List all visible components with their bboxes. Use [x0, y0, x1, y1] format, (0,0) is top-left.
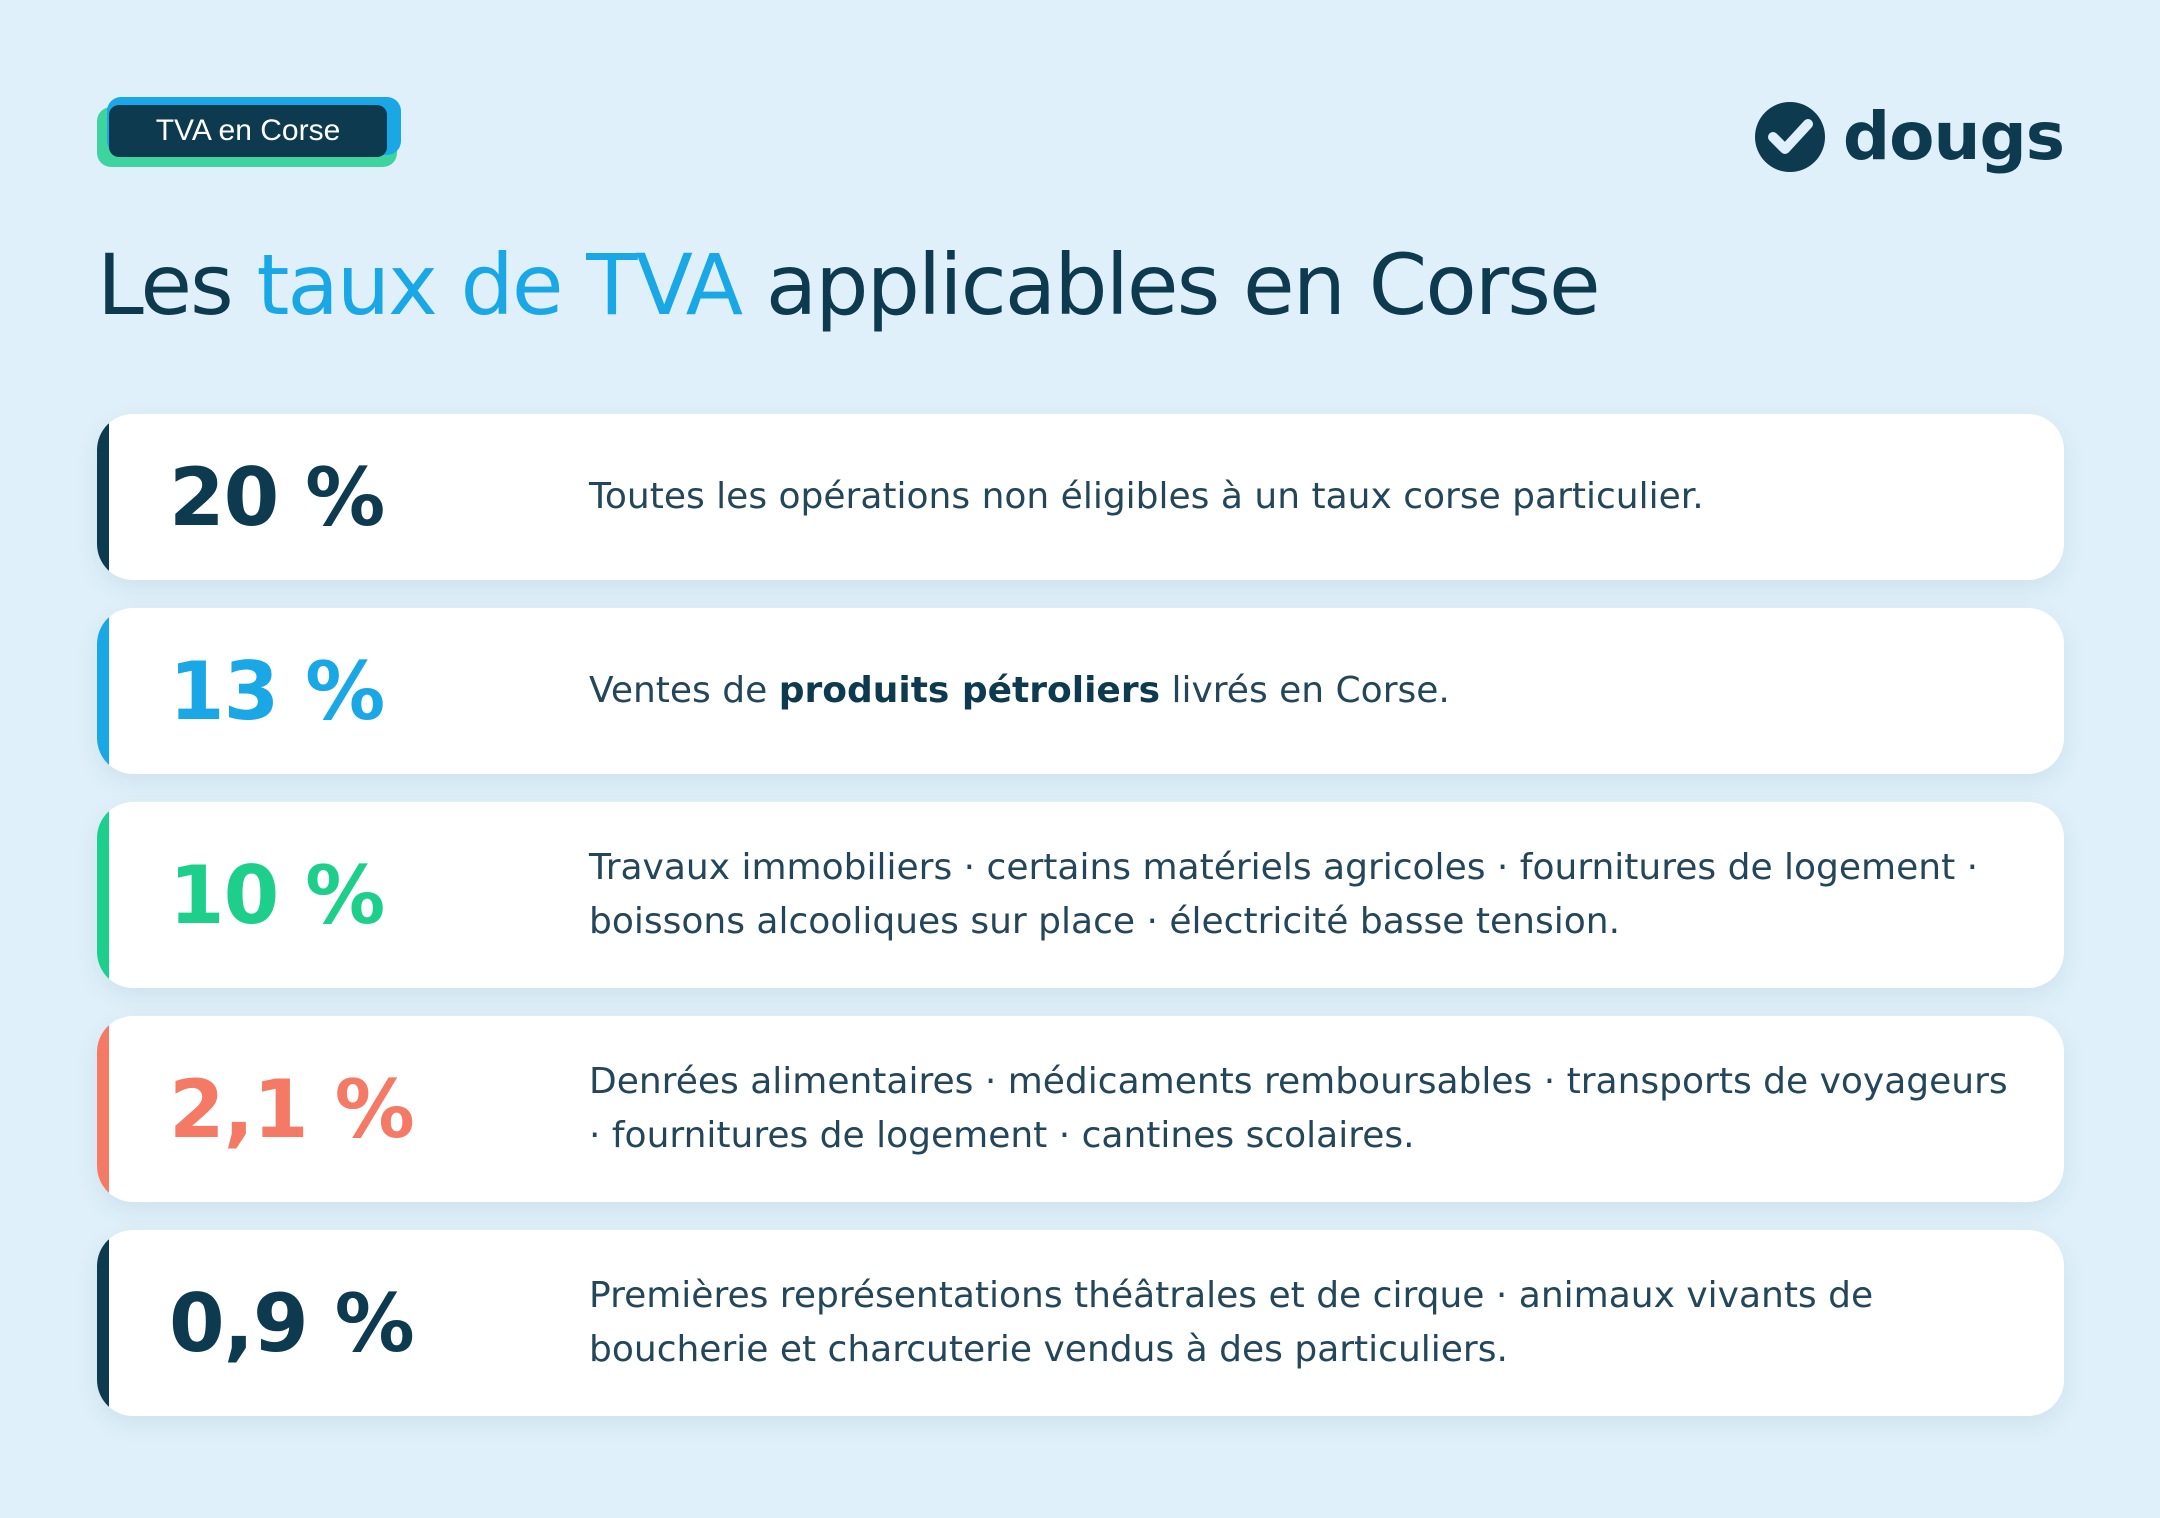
- rate-accent-bar: [97, 414, 109, 580]
- rate-description-text: Denrées alimentaires · médicaments rembo…: [589, 1061, 2008, 1156]
- rate-row: 10 % Travaux immobiliers · certains matér…: [97, 802, 2064, 988]
- rate-description: Denrées alimentaires · médicaments rembo…: [589, 1055, 2064, 1163]
- brand-name: dougs: [1842, 98, 2065, 175]
- rate-description: Premières représentations théâtrales et …: [589, 1269, 2064, 1377]
- rate-accent-bar: [97, 1230, 109, 1416]
- rate-value: 20 %: [169, 450, 385, 544]
- check-circle-icon: [1754, 101, 1825, 172]
- title-part1: Les: [97, 236, 257, 334]
- rate-description-bold: produits pétroliers: [778, 670, 1161, 711]
- rate-description: Ventes de produits pétroliers livrés en …: [589, 664, 2064, 718]
- rate-description: Travaux immobiliers · certains matériels…: [589, 841, 2064, 949]
- rate-value: 13 %: [169, 644, 385, 738]
- rate-row: 13 % Ventes de produits pétroliers livrés…: [97, 608, 2064, 774]
- rate-row: 2,1 % Denrées alimentaires · médicaments …: [97, 1016, 2064, 1202]
- tag-badge: TVA en Corse: [97, 97, 401, 169]
- rate-description: Toutes les opérations non éligibles à un…: [589, 470, 2064, 524]
- rate-description-text: Toutes les opérations non éligibles à un…: [589, 476, 1704, 517]
- rate-description-text: Premières représentations théâtrales et …: [589, 1275, 1874, 1370]
- title-part2: applicables en Corse: [741, 236, 1601, 334]
- rate-value: 10 %: [169, 848, 385, 942]
- rate-value: 0,9 %: [169, 1276, 415, 1370]
- title-highlight: taux de TVA: [256, 236, 743, 334]
- rate-description-text: Ventes de: [589, 670, 779, 711]
- rate-row: 20 % Toutes les opérations non éligibles …: [97, 414, 2064, 580]
- page-title: Les taux de TVA applicables en Corse: [97, 236, 1601, 334]
- tag-badge-label: TVA en Corse: [109, 105, 387, 157]
- brand-logo: dougs: [1753, 98, 2065, 175]
- rate-accent-bar: [97, 802, 109, 988]
- rate-description-text-end: livrés en Corse.: [1160, 670, 1450, 711]
- rates-list: 20 % Toutes les opérations non éligibles …: [97, 414, 2064, 1444]
- rate-accent-bar: [97, 1016, 109, 1202]
- rate-accent-bar: [97, 608, 109, 774]
- rate-row: 0,9 % Premières représentations théâtrale…: [97, 1230, 2064, 1416]
- rate-description-text: Travaux immobiliers · certains matériels…: [589, 847, 1979, 942]
- rate-value: 2,1 %: [169, 1062, 415, 1156]
